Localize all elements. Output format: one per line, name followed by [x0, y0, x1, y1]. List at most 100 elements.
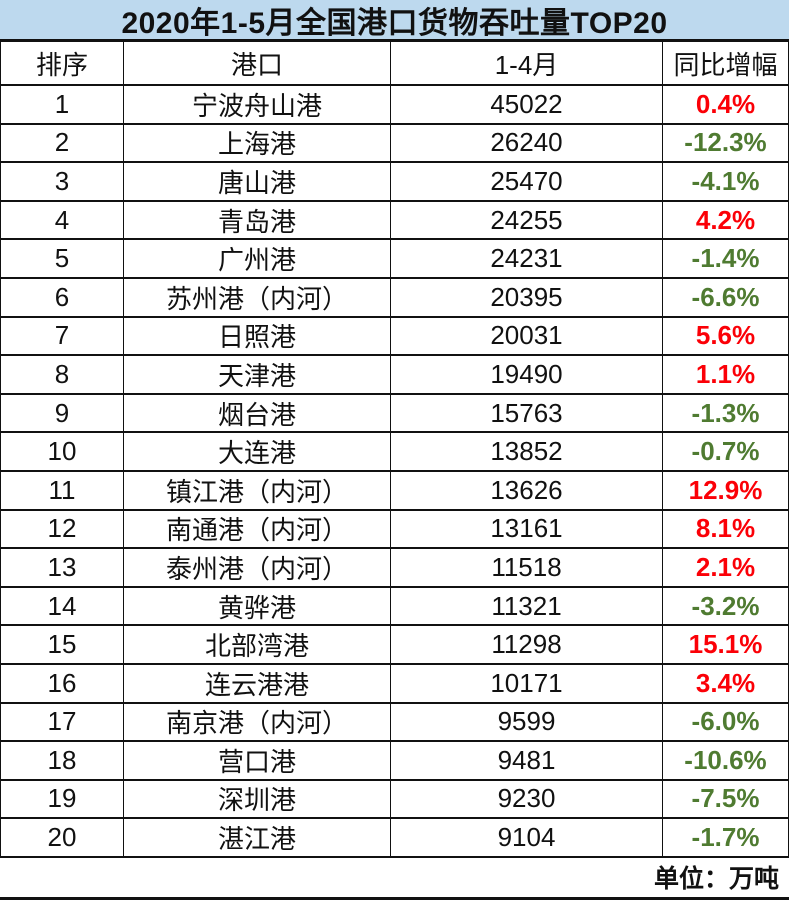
growth-cell: -1.7%: [691, 822, 760, 853]
column-header-growth: 同比增幅: [673, 49, 778, 80]
rank-cell: 10: [1, 433, 124, 470]
table-row: 8 天津港 19490 1.1%: [0, 356, 789, 395]
table-row: 2 上海港 26240 -12.3%: [0, 124, 789, 164]
rank-cell: 1: [1, 86, 124, 123]
rank-cell: 17: [1, 703, 124, 741]
port-cell: 营口港: [124, 742, 391, 779]
rank-cell: 2: [1, 124, 124, 162]
rank-cell: 18: [1, 742, 124, 779]
value-cell: 19490: [391, 356, 663, 393]
table-title: 2020年1-5月全国港口货物吞吐量TOP20: [0, 0, 789, 42]
table-row: 1 宁波舟山港 45022 0.4%: [0, 86, 789, 125]
value-cell: 24231: [391, 240, 663, 277]
port-cell: 泰州港（内河）: [124, 549, 391, 586]
port-cell: 南通港（内河）: [124, 510, 391, 548]
table-row: 5 广州港 24231 -1.4%: [0, 240, 789, 279]
table-row: 16 连云港港 10171 3.4%: [0, 664, 789, 704]
value-cell: 24255: [391, 201, 663, 239]
table-row: 3 唐山港 25470 -4.1%: [0, 163, 789, 202]
table-row: 15 北部湾港 11298 15.1%: [0, 626, 789, 665]
growth-cell: 15.1%: [688, 629, 763, 660]
port-cell: 宁波舟山港: [124, 86, 391, 123]
growth-cell: -4.1%: [691, 165, 760, 196]
port-cell: 广州港: [124, 240, 391, 277]
value-cell: 25470: [391, 163, 663, 200]
growth-cell: 8.1%: [695, 513, 756, 544]
rank-cell: 9: [1, 394, 124, 432]
table-row: 11 镇江港（内河） 13626 12.9%: [0, 471, 789, 511]
table-row: 14 黄骅港 11321 -3.2%: [0, 587, 789, 627]
growth-cell: 2.1%: [695, 551, 756, 582]
growth-cell: 12.9%: [688, 474, 763, 505]
value-cell: 9481: [391, 742, 663, 779]
growth-cell: 0.4%: [695, 88, 756, 119]
rank-cell: 8: [1, 356, 124, 393]
growth-cell: -12.3%: [684, 127, 767, 158]
growth-cell: -10.6%: [684, 744, 767, 775]
rank-cell: 19: [1, 780, 124, 818]
value-cell: 13161: [391, 510, 663, 548]
value-cell: 15763: [391, 394, 663, 432]
table-row: 17 南京港（内河） 9599 -6.0%: [0, 703, 789, 743]
port-cell: 深圳港: [124, 780, 391, 818]
table-row: 6 苏州港（内河） 20395 -6.6%: [0, 278, 789, 318]
value-cell: 20031: [391, 317, 663, 355]
table-row: 12 南通港（内河） 13161 8.1%: [0, 510, 789, 550]
growth-cell: -6.6%: [691, 281, 760, 312]
port-cell: 北部湾港: [124, 626, 391, 663]
growth-cell: 1.1%: [695, 358, 756, 389]
rank-cell: 16: [1, 664, 124, 702]
unit-note: 单位：万吨: [0, 858, 789, 900]
value-cell: 10171: [391, 664, 663, 702]
growth-cell: 5.6%: [695, 320, 756, 351]
table-row: 4 青岛港 24255 4.2%: [0, 201, 789, 241]
table-row: 18 营口港 9481 -10.6%: [0, 742, 789, 781]
growth-cell: -0.7%: [691, 436, 760, 467]
table-header-row: 排序 港口 1-4月 同比增幅: [0, 42, 789, 86]
value-cell: 13852: [391, 433, 663, 470]
table-body: 1 宁波舟山港 45022 0.4% 2 上海港 26240 -12.3% 3 …: [0, 86, 789, 858]
rank-cell: 5: [1, 240, 124, 277]
column-header-period: 1-4月: [391, 42, 663, 84]
rank-cell: 15: [1, 626, 124, 663]
rank-cell: 14: [1, 587, 124, 625]
table-row: 13 泰州港（内河） 11518 2.1%: [0, 549, 789, 588]
growth-cell: -7.5%: [691, 783, 760, 814]
value-cell: 45022: [391, 86, 663, 123]
rank-cell: 6: [1, 278, 124, 316]
growth-cell: -6.0%: [691, 706, 760, 737]
port-cell: 青岛港: [124, 201, 391, 239]
table-row: 10 大连港 13852 -0.7%: [0, 433, 789, 472]
table-row: 9 烟台港 15763 -1.3%: [0, 394, 789, 434]
growth-cell: -3.2%: [691, 590, 760, 621]
port-cell: 日照港: [124, 317, 391, 355]
port-cell: 镇江港（内河）: [124, 471, 391, 509]
port-cell: 唐山港: [124, 163, 391, 200]
growth-cell: 4.2%: [695, 204, 756, 235]
value-cell: 9104: [391, 819, 663, 856]
port-cell: 烟台港: [124, 394, 391, 432]
rank-cell: 20: [1, 819, 124, 856]
port-cell: 上海港: [124, 124, 391, 162]
value-cell: 11321: [391, 587, 663, 625]
table-row: 19 深圳港 9230 -7.5%: [0, 780, 789, 820]
value-cell: 26240: [391, 124, 663, 162]
table-row: 7 日照港 20031 5.6%: [0, 317, 789, 357]
port-cell: 苏州港（内河）: [124, 278, 391, 316]
port-cell: 大连港: [124, 433, 391, 470]
value-cell: 11298: [391, 626, 663, 663]
growth-cell: -1.4%: [691, 243, 760, 274]
port-cell: 黄骅港: [124, 587, 391, 625]
growth-cell: 3.4%: [695, 667, 756, 698]
rank-cell: 12: [1, 510, 124, 548]
value-cell: 13626: [391, 471, 663, 509]
port-cell: 湛江港: [124, 819, 391, 856]
rank-cell: 3: [1, 163, 124, 200]
value-cell: 9230: [391, 780, 663, 818]
table-row: 20 湛江港 9104 -1.7%: [0, 819, 789, 858]
port-cell: 连云港港: [124, 664, 391, 702]
rank-cell: 4: [1, 201, 124, 239]
column-header-rank: 排序: [1, 42, 124, 84]
rank-cell: 7: [1, 317, 124, 355]
